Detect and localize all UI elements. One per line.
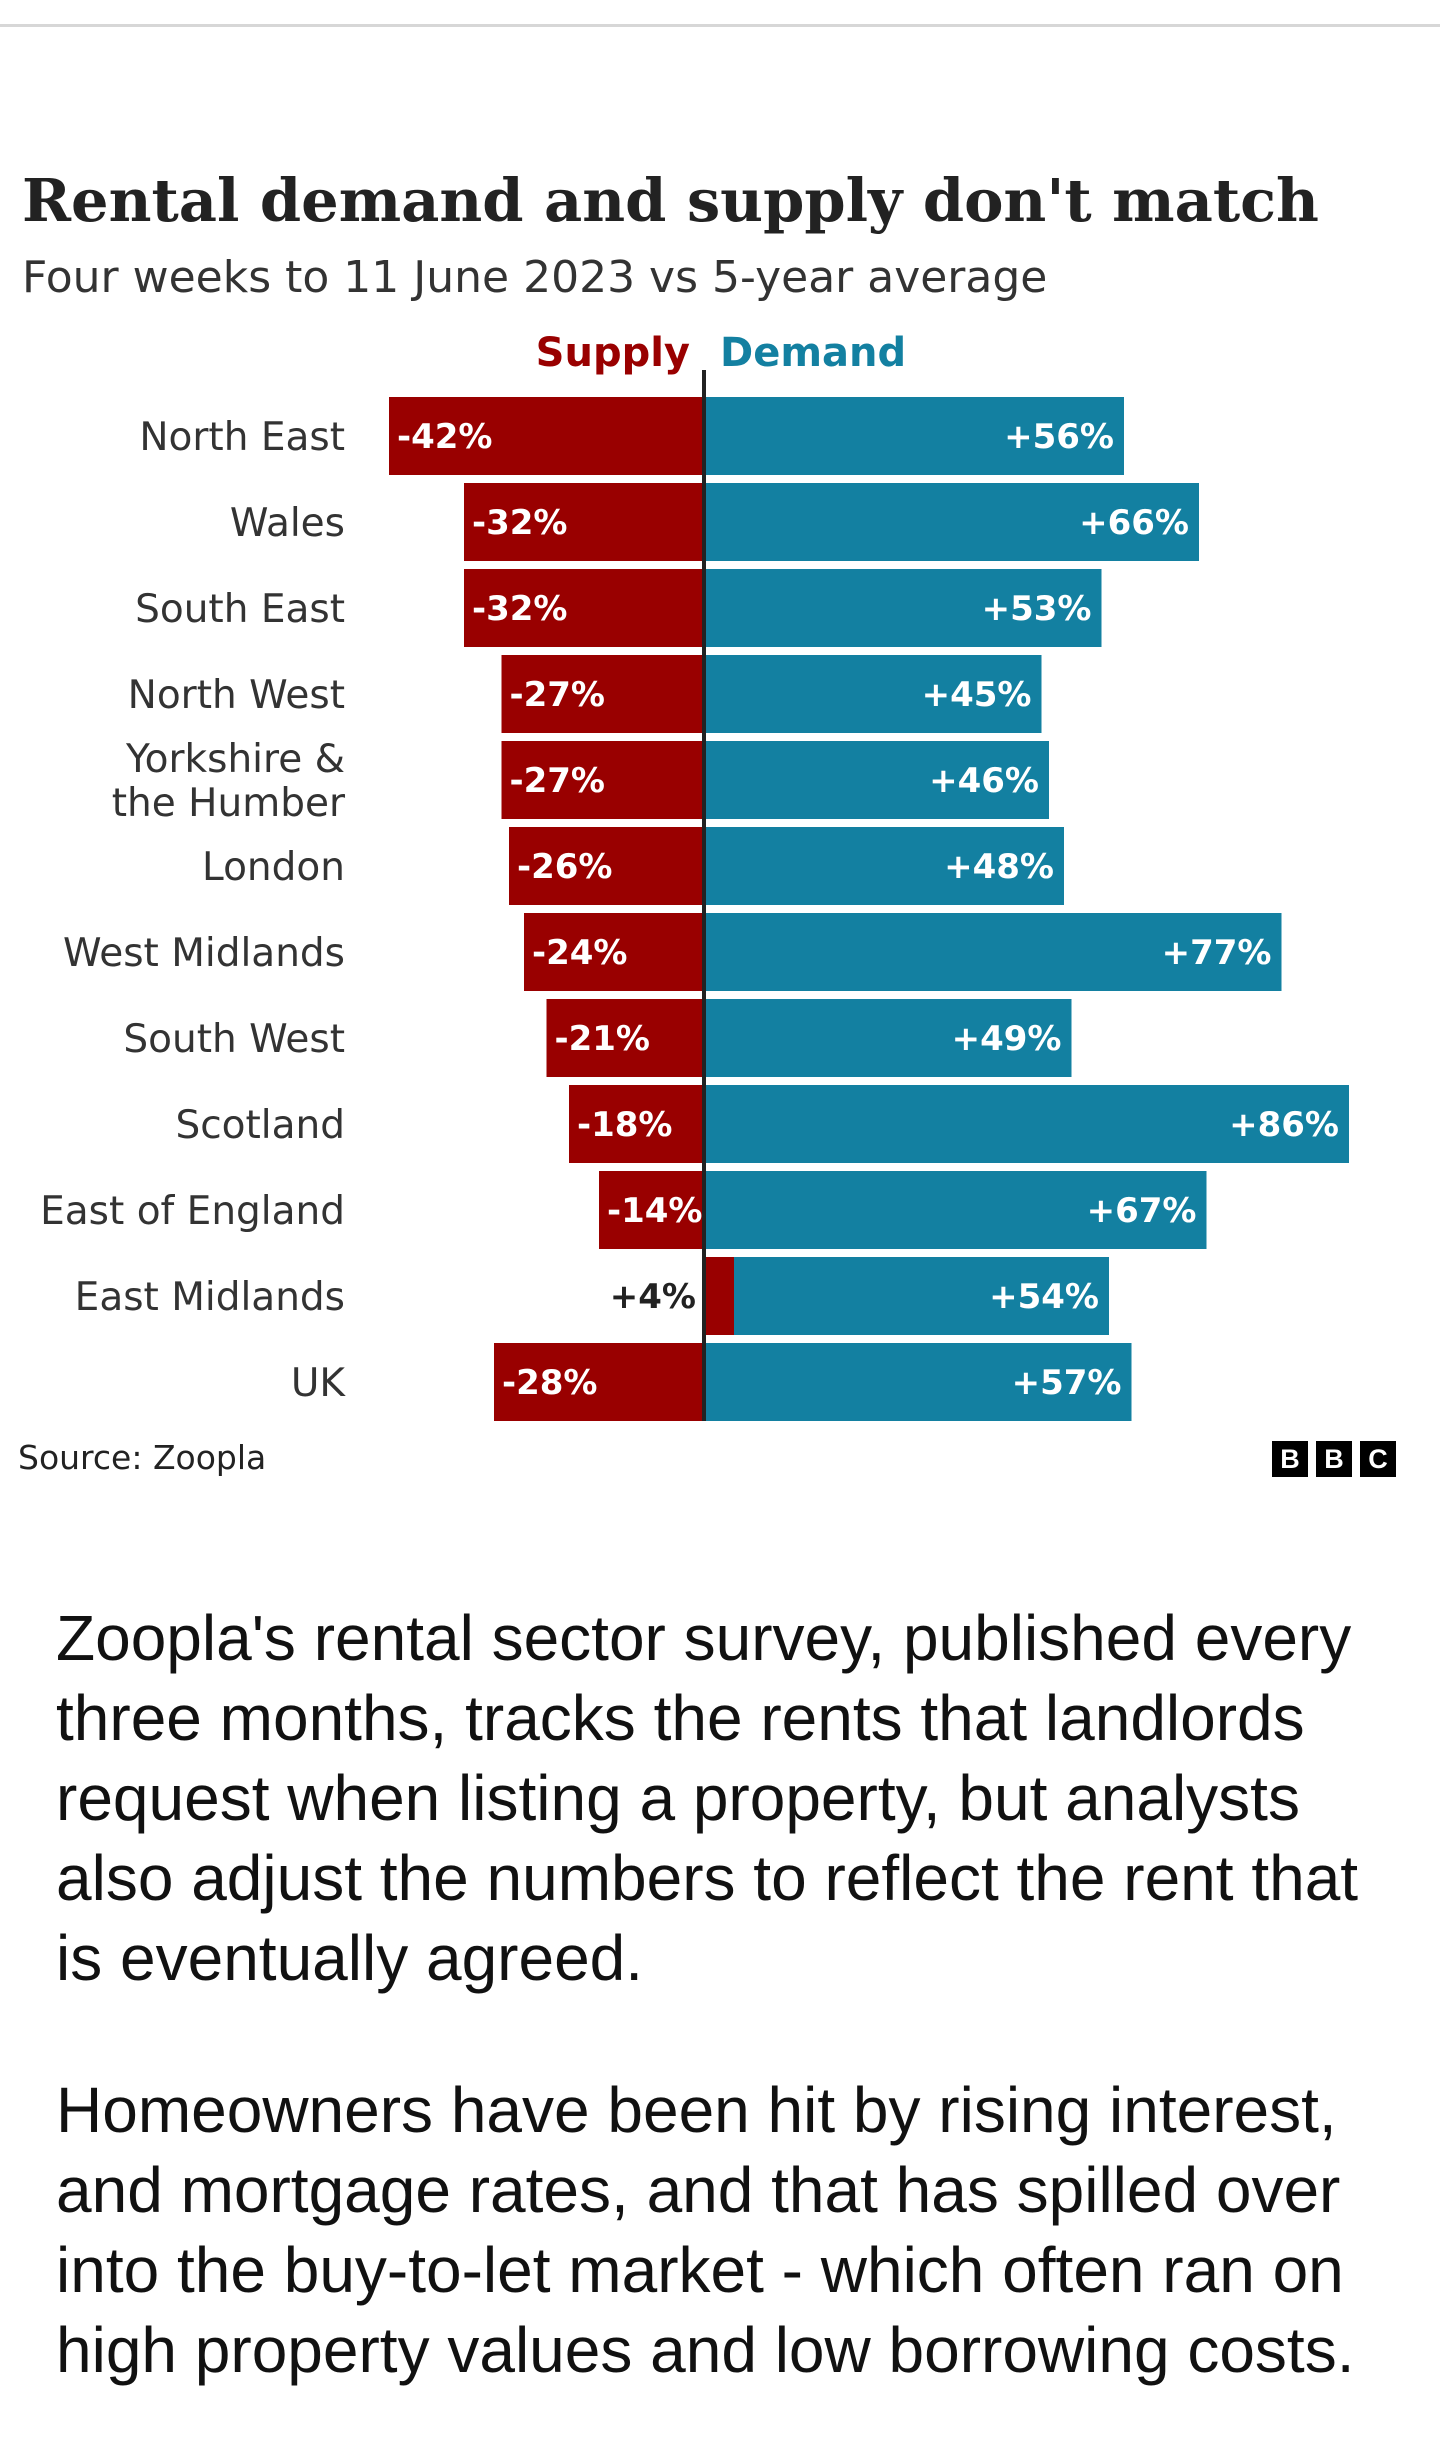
legend-demand: Demand xyxy=(720,330,906,376)
demand-bar xyxy=(704,999,1072,1077)
chart-subtitle: Four weeks to 11 June 2023 vs 5-year ave… xyxy=(22,252,1048,303)
demand-bar xyxy=(704,827,1064,905)
supply-value-label: -18% xyxy=(577,1105,673,1145)
supply-bar xyxy=(501,741,704,819)
supply-value-label: -26% xyxy=(517,847,613,887)
category-label: London xyxy=(202,845,345,890)
supply-bar xyxy=(501,655,704,733)
supply-bar xyxy=(509,827,704,905)
supply-value-label: -14% xyxy=(607,1191,703,1231)
category-label: North West xyxy=(128,673,345,718)
demand-value-label: +46% xyxy=(929,761,1039,801)
category-label: North East xyxy=(139,415,345,460)
supply-value-label: -27% xyxy=(510,761,606,801)
category-label: UK xyxy=(291,1361,347,1406)
top-divider xyxy=(0,24,1440,27)
supply-value-label: -32% xyxy=(472,503,568,543)
supply-value-label: -24% xyxy=(532,933,628,973)
demand-bar xyxy=(704,483,1199,561)
demand-bar xyxy=(704,1171,1207,1249)
supply-bar xyxy=(546,999,704,1077)
supply-bar xyxy=(569,1085,704,1163)
demand-value-label: +67% xyxy=(1087,1191,1197,1231)
demand-value-label: +66% xyxy=(1079,503,1189,543)
demand-value-label: +77% xyxy=(1162,933,1272,973)
logo-letter: B xyxy=(1272,1441,1308,1477)
category-label: West Midlands xyxy=(63,931,345,976)
supply-bar xyxy=(389,397,704,475)
bbc-logo: B B C xyxy=(1272,1441,1396,1477)
demand-bar xyxy=(704,397,1124,475)
logo-letter: B xyxy=(1316,1441,1352,1477)
category-label: Wales xyxy=(230,501,345,546)
article-paragraph: Homeowners have been hit by rising inter… xyxy=(56,2074,1355,2386)
article-body: Zoopla's rental sector survey, published… xyxy=(56,1598,1396,2462)
supply-value-label: -42% xyxy=(397,417,493,457)
category-label-line: the Humber xyxy=(112,781,346,826)
supply-value-label: -21% xyxy=(555,1019,651,1059)
category-label: South East xyxy=(135,587,345,632)
source-note: Source: Zoopla xyxy=(18,1438,267,1477)
demand-value-label: +45% xyxy=(922,675,1032,715)
supply-bar xyxy=(524,913,704,991)
supply-value-label: +4% xyxy=(610,1277,696,1317)
chart-title: Rental demand and supply don't match xyxy=(22,166,1319,235)
demand-bar xyxy=(704,741,1049,819)
demand-bar xyxy=(704,569,1102,647)
demand-bar xyxy=(734,1257,1109,1335)
demand-value-label: +48% xyxy=(944,847,1054,887)
article-paragraph: Zoopla's rental sector survey, published… xyxy=(56,1602,1359,1994)
demand-value-label: +57% xyxy=(1012,1363,1122,1403)
category-label-line: Yorkshire & xyxy=(125,737,345,782)
demand-value-label: +86% xyxy=(1229,1105,1339,1145)
supply-bar xyxy=(494,1343,704,1421)
demand-bar xyxy=(704,1343,1132,1421)
supply-bar xyxy=(464,483,704,561)
category-label: Yorkshire & the Humber xyxy=(112,737,346,826)
supply-value-label: -28% xyxy=(502,1363,598,1403)
demand-bar xyxy=(704,913,1282,991)
supply-bar xyxy=(599,1171,704,1249)
category-label: East Midlands xyxy=(75,1275,345,1320)
demand-bar xyxy=(704,1085,1349,1163)
category-label: South West xyxy=(123,1017,345,1062)
category-label: Scotland xyxy=(175,1103,345,1148)
supply-bar xyxy=(704,1257,734,1335)
supply-value-label: -27% xyxy=(510,675,606,715)
demand-value-label: +54% xyxy=(989,1277,1099,1317)
demand-value-label: +56% xyxy=(1004,417,1114,457)
demand-bar xyxy=(704,655,1042,733)
demand-value-label: +49% xyxy=(952,1019,1062,1059)
diverging-bar-chart: Supply Demand North East Wales South East Nor… xyxy=(40,330,1349,1421)
logo-letter: C xyxy=(1360,1441,1396,1477)
supply-bar xyxy=(464,569,704,647)
demand-value-label: +53% xyxy=(982,589,1092,629)
legend-supply: Supply xyxy=(536,330,690,376)
supply-value-label: -32% xyxy=(472,589,568,629)
category-label: East of England xyxy=(40,1189,345,1234)
